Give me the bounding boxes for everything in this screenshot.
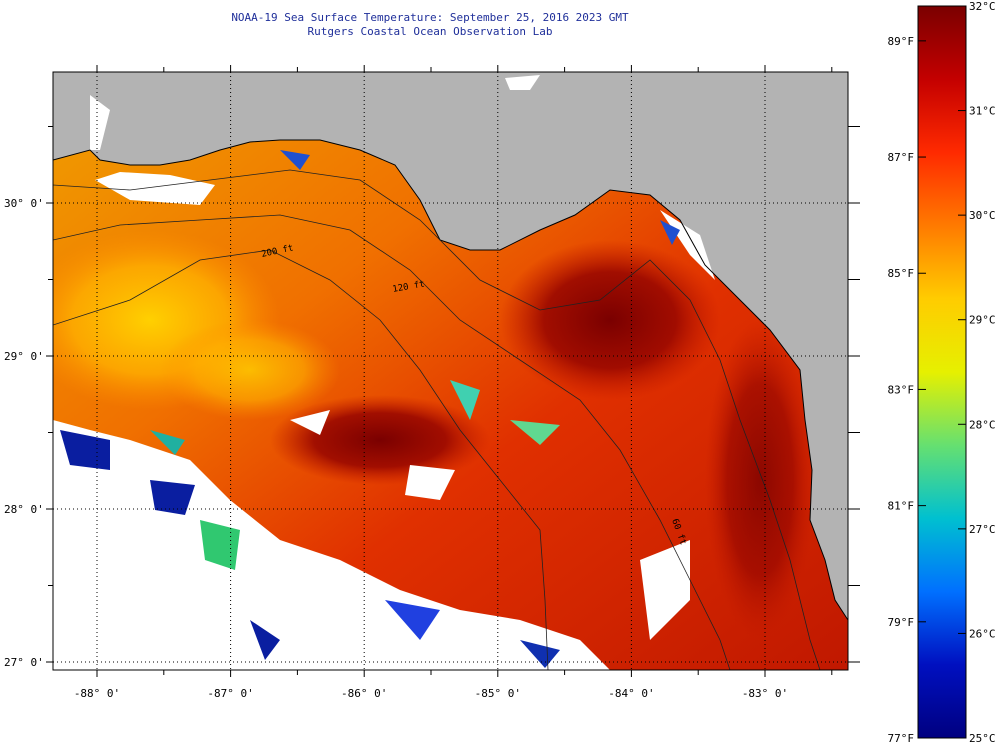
latitude-label: 28° 0'	[4, 503, 44, 516]
land-mass	[53, 72, 848, 620]
axis-ticks	[46, 65, 860, 677]
celsius-label: 30°C	[969, 209, 996, 222]
cloud-mask	[53, 75, 715, 670]
coastline	[53, 139, 848, 621]
fahrenheit-label: 77°F	[888, 732, 915, 745]
longitude-label: -85° 0'	[475, 687, 521, 700]
latitude-label: 29° 0'	[4, 350, 44, 363]
celsius-label: 28°C	[969, 418, 996, 431]
fahrenheit-label: 89°F	[888, 35, 915, 48]
fahrenheit-label: 87°F	[888, 151, 915, 164]
longitude-label: -83° 0'	[742, 687, 788, 700]
isobath-200ft	[53, 249, 549, 670]
latitude-labels: 30° 0' 29° 0' 28° 0' 27° 0'	[4, 197, 44, 669]
celsius-label: 26°C	[969, 627, 996, 640]
celsius-label: 32°C	[969, 0, 996, 13]
celsius-label: 29°C	[969, 314, 996, 327]
graticule	[53, 72, 848, 670]
longitude-label: -88° 0'	[74, 687, 120, 700]
longitude-label: -86° 0'	[341, 687, 387, 700]
longitude-label: -84° 0'	[608, 687, 654, 700]
map-frame	[52, 71, 849, 671]
fahrenheit-label: 81°F	[888, 500, 915, 513]
longitude-labels: -88° 0' -87° 0' -86° 0' -85° 0' -84° 0' -83° …	[74, 687, 788, 700]
map-subtitle: Rutgers Coastal Ocean Observation Lab	[307, 25, 553, 38]
celsius-label: 25°C	[969, 732, 996, 745]
isobath-60ft	[53, 169, 821, 670]
isobath-120ft	[53, 214, 731, 670]
hot-core-east	[705, 320, 815, 640]
fahrenheit-label: 85°F	[888, 267, 915, 280]
fahrenheit-label: 83°F	[888, 383, 915, 396]
latitude-label: 30° 0'	[4, 197, 44, 210]
colorbar-labels: 32°C 31°C 30°C 29°C 28°C 27°C 26°C 25°C 89°F 87°F…	[888, 0, 996, 745]
longitude-label: -87° 0'	[207, 687, 253, 700]
latitude-label: 27° 0'	[4, 656, 44, 669]
fahrenheit-label: 79°F	[888, 616, 915, 629]
hot-core-bigbend	[500, 240, 720, 400]
cool-patch-center	[160, 320, 340, 420]
temperature-colorbar	[917, 5, 967, 739]
celsius-label: 31°C	[969, 105, 996, 118]
map-title: NOAA-19 Sea Surface Temperature: Septemb…	[231, 11, 629, 24]
celsius-label: 27°C	[969, 523, 996, 536]
